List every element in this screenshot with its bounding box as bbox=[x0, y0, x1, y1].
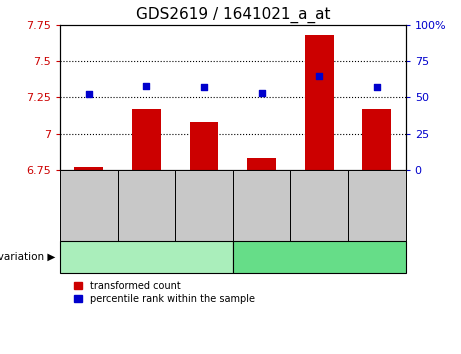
Bar bbox=[74, 167, 103, 170]
Text: GSM157735: GSM157735 bbox=[199, 176, 209, 235]
Bar bbox=[247, 158, 276, 170]
Title: GDS2619 / 1641021_a_at: GDS2619 / 1641021_a_at bbox=[136, 7, 330, 23]
Point bbox=[258, 90, 266, 96]
Bar bbox=[189, 122, 219, 170]
Point bbox=[315, 73, 323, 78]
Text: GSM157737: GSM157737 bbox=[314, 176, 324, 235]
Text: GSM157738: GSM157738 bbox=[372, 176, 382, 235]
Point bbox=[142, 83, 150, 88]
Point bbox=[200, 84, 207, 90]
Text: GSM157734: GSM157734 bbox=[142, 176, 151, 235]
Text: genotype/variation ▶: genotype/variation ▶ bbox=[0, 252, 55, 262]
Text: wild type: wild type bbox=[121, 252, 172, 262]
Text: POF mutant: POF mutant bbox=[286, 252, 352, 262]
Bar bbox=[362, 109, 391, 170]
Text: GSM157732: GSM157732 bbox=[84, 176, 94, 235]
Bar bbox=[132, 109, 161, 170]
Text: GSM157736: GSM157736 bbox=[257, 176, 266, 235]
Point bbox=[85, 92, 92, 97]
Point bbox=[373, 84, 381, 90]
Legend: transformed count, percentile rank within the sample: transformed count, percentile rank withi… bbox=[74, 281, 254, 304]
Bar bbox=[305, 35, 334, 170]
